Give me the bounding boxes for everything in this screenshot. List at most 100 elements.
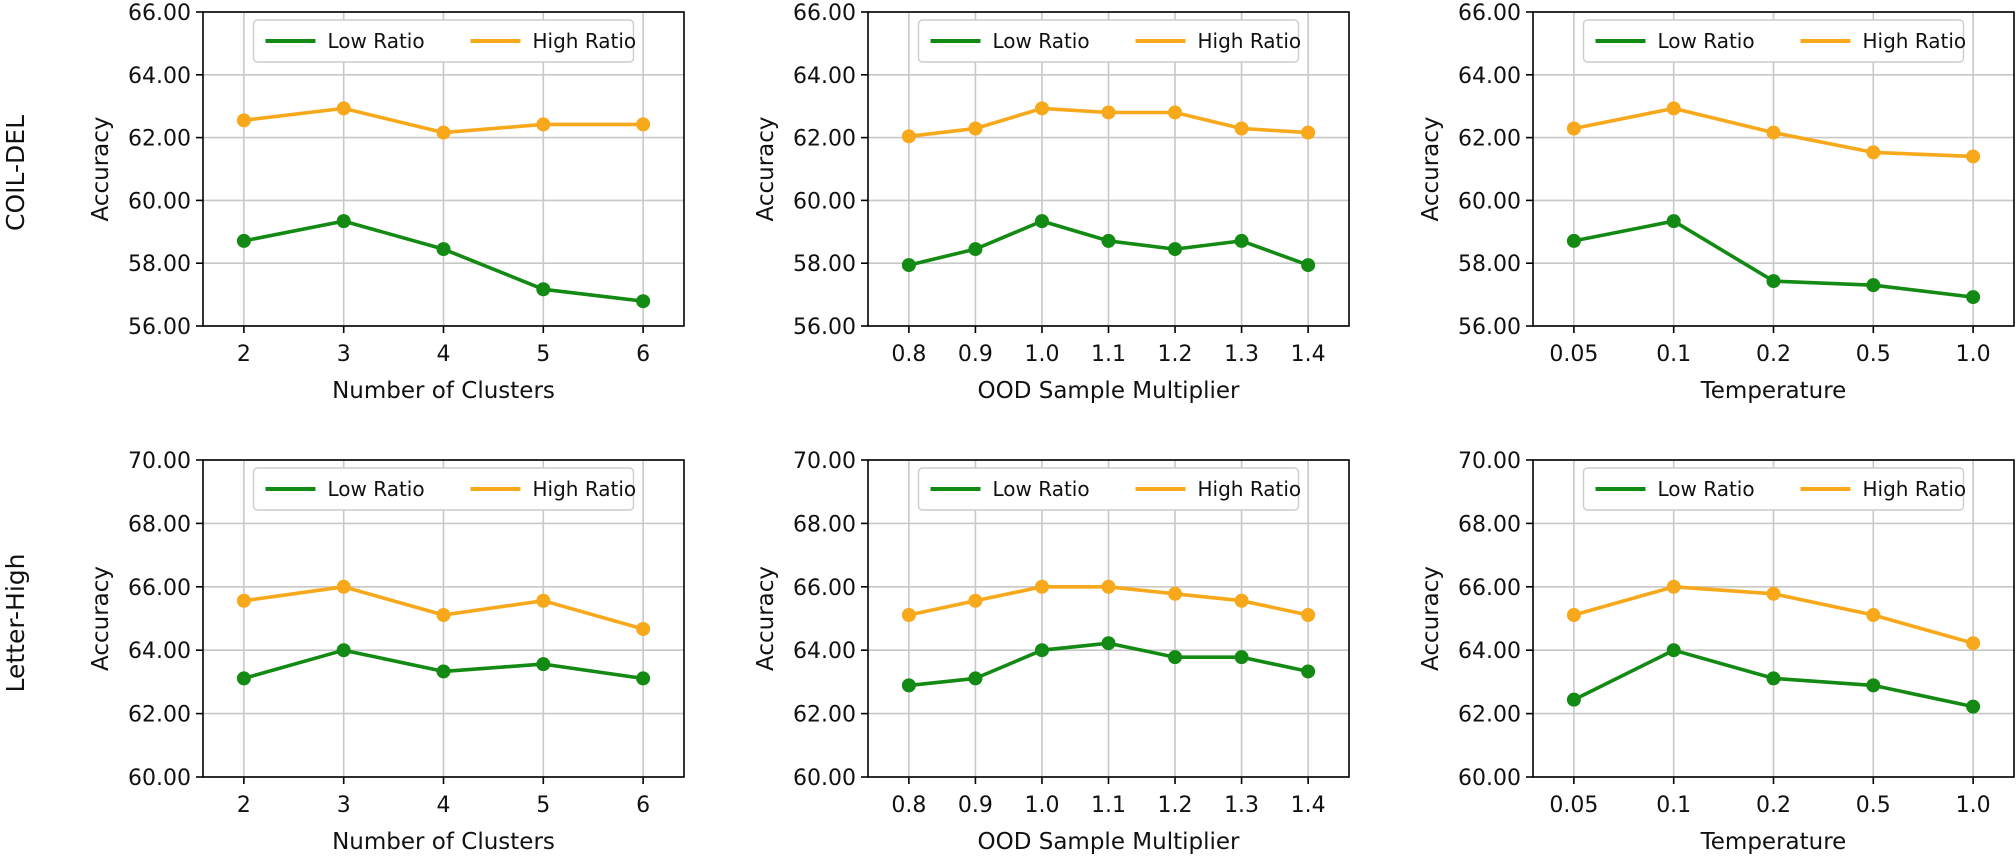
plot-frame xyxy=(1532,11,2015,327)
legend-label-high-ratio: High Ratio xyxy=(533,477,637,501)
legend-label-high-ratio: High Ratio xyxy=(1863,29,1967,53)
data-point-high-ratio xyxy=(636,621,651,636)
x-tick-label: 0.1 xyxy=(1656,342,1691,367)
legend-label-low-ratio: Low Ratio xyxy=(1658,29,1755,53)
legend-label-low-ratio: Low Ratio xyxy=(1658,477,1755,501)
data-point-high-ratio xyxy=(1666,579,1681,594)
chart-panel-2: 0.05 0.1 0.2 0.5 1.0 56.00 58.00 60.00 62.00 64.0… xyxy=(1418,1,2015,404)
legend-label-high-ratio: High Ratio xyxy=(1198,477,1302,501)
data-point-low-ratio xyxy=(1766,274,1781,289)
data-point-high-ratio xyxy=(1301,608,1316,623)
legend-label-low-ratio: Low Ratio xyxy=(328,477,425,501)
y-tick-label: 70.00 xyxy=(793,449,856,474)
data-point-high-ratio xyxy=(1168,586,1183,601)
y-tick-label: 60.00 xyxy=(793,189,856,214)
data-point-low-ratio xyxy=(236,671,251,686)
x-axis-label: Number of Clusters xyxy=(332,829,555,855)
data-point-high-ratio xyxy=(1566,608,1581,623)
y-tick-label: 64.00 xyxy=(793,639,856,664)
data-point-low-ratio xyxy=(1966,699,1981,714)
x-tick-label: 1.0 xyxy=(1024,342,1059,367)
data-point-high-ratio xyxy=(968,121,983,136)
x-tick-label: 6 xyxy=(636,342,650,367)
data-point-low-ratio xyxy=(1234,233,1249,248)
data-point-high-ratio xyxy=(1034,579,1049,594)
y-axis-label: Accuracy xyxy=(88,566,114,671)
data-point-low-ratio xyxy=(336,643,351,658)
y-tick-label: 66.00 xyxy=(1458,576,1521,601)
y-tick-label: 60.00 xyxy=(128,766,191,791)
y-tick-label: 68.00 xyxy=(793,512,856,537)
y-tick-label: 68.00 xyxy=(1458,512,1521,537)
x-tick-label: 0.8 xyxy=(891,793,926,818)
data-point-high-ratio xyxy=(1566,121,1581,136)
data-point-high-ratio xyxy=(901,608,916,623)
y-tick-label: 66.00 xyxy=(793,1,856,26)
panels-container: 2 3 4 5 6 56.00 58.00 60.00 62.00 64.00 66.00 Numbe… xyxy=(88,1,2015,855)
data-point-high-ratio xyxy=(536,117,551,132)
y-tick-label: 64.00 xyxy=(793,64,856,89)
y-tick-label: 66.00 xyxy=(128,1,191,26)
y-tick-label: 64.00 xyxy=(128,64,191,89)
y-tick-label: 66.00 xyxy=(128,576,191,601)
y-tick-label: 60.00 xyxy=(1458,766,1521,791)
data-point-high-ratio xyxy=(1301,125,1316,140)
x-axis-label: Temperature xyxy=(1700,378,1847,404)
x-tick-label: 1.1 xyxy=(1091,342,1126,367)
x-tick-label: 0.9 xyxy=(958,342,993,367)
y-tick-label: 60.00 xyxy=(128,189,191,214)
y-axis-label: Accuracy xyxy=(1418,116,1444,221)
legend-box xyxy=(917,19,1300,63)
x-tick-label: 4 xyxy=(437,342,451,367)
x-tick-label: 2 xyxy=(237,342,251,367)
data-point-low-ratio xyxy=(901,678,916,693)
y-tick-label: 62.00 xyxy=(1458,127,1521,152)
y-tick-label: 68.00 xyxy=(128,512,191,537)
data-point-low-ratio xyxy=(1301,664,1316,679)
data-point-low-ratio xyxy=(1034,643,1049,658)
x-tick-label: 1.2 xyxy=(1158,793,1193,818)
data-point-low-ratio xyxy=(1566,692,1581,707)
y-tick-label: 64.00 xyxy=(128,639,191,664)
x-tick-label: 0.5 xyxy=(1856,342,1891,367)
legend-label-low-ratio: Low Ratio xyxy=(993,29,1090,53)
x-tick-label: 1.3 xyxy=(1224,793,1259,818)
data-point-high-ratio xyxy=(336,579,351,594)
data-point-low-ratio xyxy=(1101,233,1116,248)
data-point-low-ratio xyxy=(1168,242,1183,257)
x-axis-label: OOD Sample Multiplier xyxy=(978,378,1241,404)
data-point-high-ratio xyxy=(1234,121,1249,136)
x-tick-label: 1.0 xyxy=(1956,793,1991,818)
data-point-high-ratio xyxy=(1034,101,1049,116)
y-tick-label: 62.00 xyxy=(1458,703,1521,728)
x-tick-label: 0.2 xyxy=(1756,342,1791,367)
y-tick-label: 60.00 xyxy=(793,766,856,791)
y-axis-label: Accuracy xyxy=(88,116,114,221)
data-point-low-ratio xyxy=(436,242,451,257)
x-tick-label: 2 xyxy=(237,793,251,818)
y-tick-label: 70.00 xyxy=(128,449,191,474)
data-point-low-ratio xyxy=(1566,233,1581,248)
data-point-high-ratio xyxy=(636,117,651,132)
data-point-high-ratio xyxy=(1101,579,1116,594)
data-point-high-ratio xyxy=(1666,101,1681,116)
row-label-coil-del: COIL-DEL xyxy=(1,115,30,231)
data-point-high-ratio xyxy=(968,593,983,608)
y-tick-label: 62.00 xyxy=(128,703,191,728)
data-point-low-ratio xyxy=(1966,290,1981,305)
data-point-low-ratio xyxy=(1766,671,1781,686)
x-tick-label: 3 xyxy=(337,342,351,367)
x-tick-label: 6 xyxy=(636,793,650,818)
x-tick-label: 0.9 xyxy=(958,793,993,818)
x-tick-label: 4 xyxy=(437,793,451,818)
data-point-low-ratio xyxy=(636,671,651,686)
legend: Low Ratio High Ratio xyxy=(917,467,1302,511)
data-point-low-ratio xyxy=(1301,258,1316,273)
legend-box xyxy=(252,467,635,511)
chart-panel-0: 2 3 4 5 6 56.00 58.00 60.00 62.00 64.00 66.00 Numbe… xyxy=(88,1,685,404)
plot-frame xyxy=(867,459,1350,778)
x-tick-label: 3 xyxy=(337,793,351,818)
data-point-low-ratio xyxy=(1866,278,1881,293)
data-point-low-ratio xyxy=(1666,214,1681,229)
x-tick-label: 0.8 xyxy=(891,342,926,367)
